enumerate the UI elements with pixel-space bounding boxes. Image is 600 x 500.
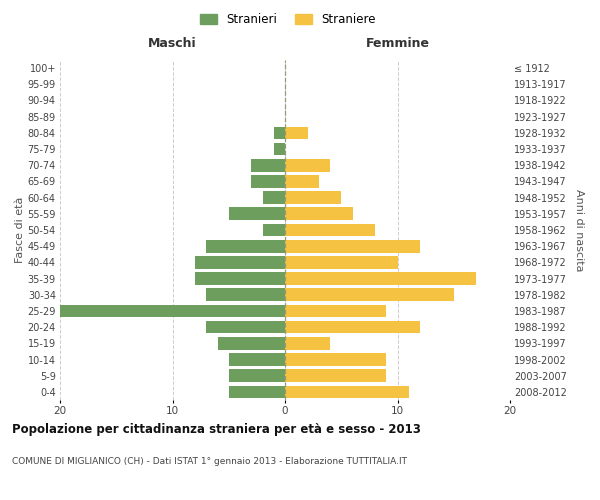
Bar — [206, 288, 285, 301]
Bar — [285, 208, 353, 220]
Bar — [263, 192, 285, 204]
Bar — [285, 240, 420, 252]
Bar — [263, 224, 285, 236]
Bar — [285, 175, 319, 188]
Bar — [285, 224, 375, 236]
Text: Popolazione per cittadinanza straniera per età e sesso - 2013: Popolazione per cittadinanza straniera p… — [12, 422, 421, 436]
Bar — [229, 353, 285, 366]
Text: Femmine: Femmine — [365, 38, 430, 51]
Bar — [251, 159, 285, 172]
Legend: Stranieri, Straniere: Stranieri, Straniere — [196, 8, 380, 31]
Bar — [285, 321, 420, 334]
Bar — [285, 192, 341, 204]
Bar — [274, 126, 285, 139]
Bar — [206, 321, 285, 334]
Y-axis label: Fasce di età: Fasce di età — [14, 197, 25, 263]
Bar — [285, 256, 398, 268]
Bar — [285, 337, 330, 349]
Bar — [285, 353, 386, 366]
Bar — [60, 304, 285, 318]
Bar — [285, 304, 386, 318]
Text: COMUNE DI MIGLIANICO (CH) - Dati ISTAT 1° gennaio 2013 - Elaborazione TUTTITALIA: COMUNE DI MIGLIANICO (CH) - Dati ISTAT 1… — [12, 458, 407, 466]
Bar — [195, 272, 285, 285]
Bar — [285, 159, 330, 172]
Bar — [285, 370, 386, 382]
Bar — [229, 208, 285, 220]
Bar — [195, 256, 285, 268]
Bar — [274, 142, 285, 156]
Bar — [206, 240, 285, 252]
Bar — [218, 337, 285, 349]
Bar — [285, 386, 409, 398]
Bar — [251, 175, 285, 188]
Bar — [285, 126, 308, 139]
Bar — [285, 272, 476, 285]
Y-axis label: Anni di nascita: Anni di nascita — [574, 188, 584, 271]
Text: Maschi: Maschi — [148, 38, 197, 51]
Bar — [229, 386, 285, 398]
Bar — [229, 370, 285, 382]
Bar — [285, 288, 454, 301]
